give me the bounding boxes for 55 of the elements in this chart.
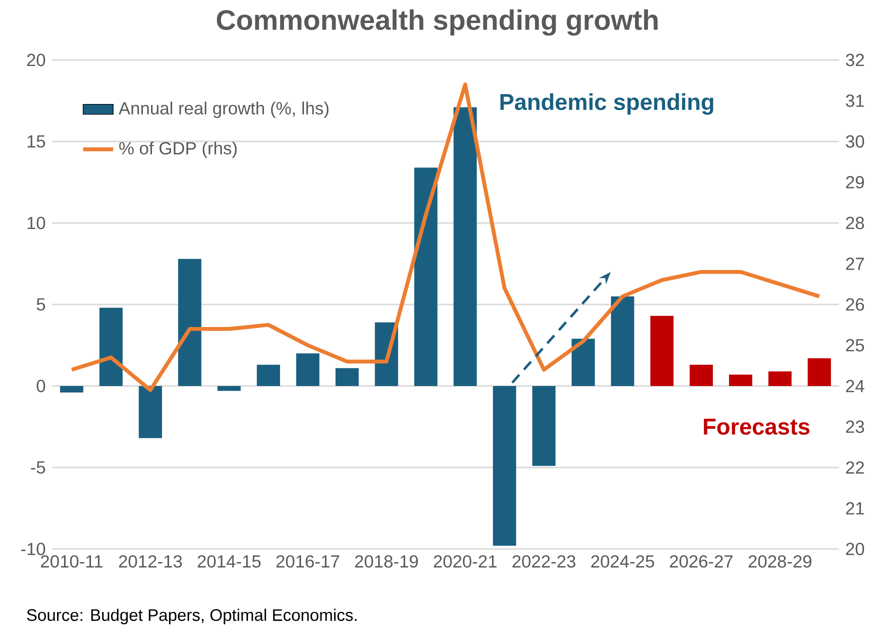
x-tick-label: 2028-29 bbox=[748, 555, 812, 568]
bar bbox=[532, 386, 556, 466]
y-tick-label: -5 bbox=[30, 461, 46, 474]
bar bbox=[572, 338, 595, 386]
annotation: Pandemic spending bbox=[500, 93, 714, 115]
y2-tick-label: 25 bbox=[846, 339, 864, 352]
bar bbox=[60, 386, 84, 393]
x-tick-label: 2010-11 bbox=[40, 555, 102, 568]
y2-tick-label: 31 bbox=[846, 94, 864, 107]
bar bbox=[99, 308, 123, 386]
x-tick-label: 2020-21 bbox=[434, 555, 497, 568]
bar bbox=[729, 374, 752, 386]
y2-tick-label: 22 bbox=[846, 461, 864, 474]
legend-label: % of GDP (rhs) bbox=[119, 142, 237, 158]
x-tick-label: 2014-15 bbox=[198, 555, 261, 568]
bar bbox=[768, 371, 792, 386]
x-tick-label: 2018-19 bbox=[355, 555, 418, 568]
y2-tick-label: 26 bbox=[846, 298, 864, 311]
y-tick-label: 20 bbox=[27, 54, 46, 66]
y-tick-label: 10 bbox=[28, 216, 46, 230]
bar bbox=[336, 368, 359, 386]
chart-title: Commonwealth spending growth bbox=[216, 9, 658, 36]
legend-label: Annual real growth (%, lhs) bbox=[118, 102, 328, 118]
x-tick-label: 2022-23 bbox=[512, 555, 576, 568]
bar bbox=[414, 168, 438, 386]
y2-tick-label: 30 bbox=[846, 135, 864, 148]
y2-tick-label: 24 bbox=[846, 380, 864, 392]
y2-tick-label: 27 bbox=[846, 258, 864, 270]
y-tick-label: 0 bbox=[36, 380, 46, 392]
x-tick-label: 2012-13 bbox=[119, 555, 182, 568]
bar bbox=[690, 364, 713, 386]
y-tick-label: -10 bbox=[21, 542, 46, 556]
bar bbox=[138, 386, 162, 438]
bar bbox=[217, 386, 241, 391]
bar bbox=[296, 353, 320, 386]
y2-tick-label: 32 bbox=[846, 54, 864, 66]
bar bbox=[454, 107, 477, 386]
y-tick-label: 5 bbox=[36, 298, 46, 311]
x-tick-label: 2016-17 bbox=[276, 555, 340, 568]
x-tick-label: 2026-27 bbox=[670, 555, 733, 568]
x-tick-label: 2024-25 bbox=[591, 555, 654, 568]
y2-tick-label: 21 bbox=[846, 502, 864, 514]
y2-tick-label: 29 bbox=[846, 176, 864, 188]
bar bbox=[808, 358, 831, 386]
y2-tick-label: 20 bbox=[846, 542, 864, 556]
bar bbox=[610, 296, 634, 386]
y2-tick-label: 23 bbox=[846, 420, 864, 433]
bar bbox=[256, 364, 280, 386]
annotation: Forecasts bbox=[704, 418, 810, 435]
bar bbox=[178, 258, 202, 386]
y-tick-label: 15 bbox=[28, 135, 46, 148]
bar bbox=[650, 316, 674, 386]
line-series bbox=[70, 82, 822, 392]
y2-tick-label: 28 bbox=[846, 216, 864, 230]
source-note: Source: Budget Papers, Optimal Economics. bbox=[26, 608, 357, 624]
